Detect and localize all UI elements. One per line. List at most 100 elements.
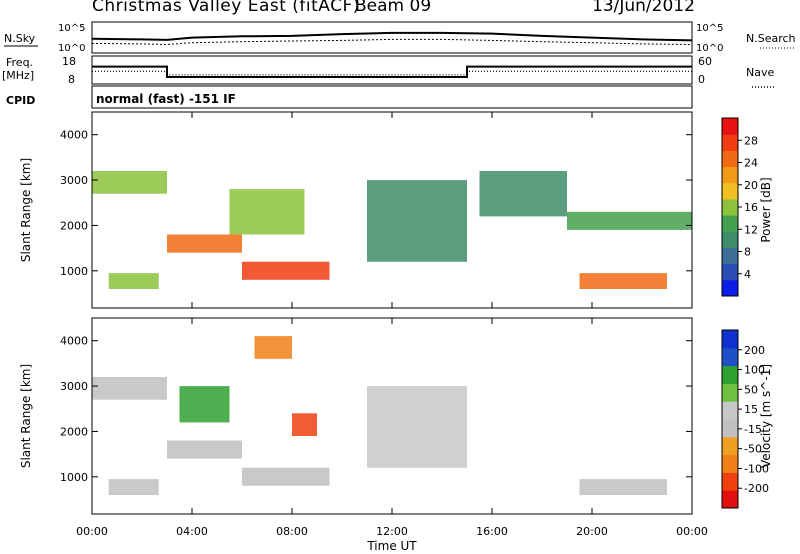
ytick-label-1-1: 3000 <box>60 380 88 393</box>
velocity-colorbar-swatch-0 <box>722 490 738 509</box>
trace-freq <box>92 65 692 78</box>
power-region-4 <box>242 261 330 280</box>
nsky-tick-bottom: 10^0 <box>58 43 85 54</box>
velocity-region-1 <box>108 479 159 495</box>
power-region-6 <box>479 171 567 217</box>
power-colorbar-swatch-4 <box>722 215 738 232</box>
velocity-colorbar-tick-label-7: -200 <box>744 482 769 495</box>
cpid-label: CPID <box>6 94 35 107</box>
nsearch-label: N.Search <box>746 32 796 45</box>
power-colorbar-swatch-3 <box>722 231 738 248</box>
power-colorbar-swatch-8 <box>722 150 738 168</box>
power-colorbar-swatch-1 <box>722 263 738 281</box>
freq-panel-frame <box>91 55 693 85</box>
power-colorbar-swatch-5 <box>722 198 738 216</box>
freq-tick-bottom: 8 <box>68 73 75 86</box>
velocity-region-8 <box>579 479 667 495</box>
power-region-3 <box>229 189 305 235</box>
ytick-label-0-2: 2000 <box>60 219 88 232</box>
axes: 4000 3000 2000 1000 4000 3000 2000 1000 00:00 04:… <box>60 112 708 538</box>
velocity-colorbar-swatch-6 <box>722 383 738 402</box>
velocity-region-5 <box>292 413 317 436</box>
ytick-label-1-3: 1000 <box>60 471 88 484</box>
trace-nave <box>92 70 692 76</box>
velocity-colorbar-tick-label-4: -15 <box>744 423 762 436</box>
x-axis-title: Time UT <box>366 539 417 553</box>
power-region-8 <box>579 273 667 289</box>
ytick-label-1-0: 4000 <box>60 335 88 348</box>
velocity-colorbar-tick-label-2: 50 <box>744 383 758 396</box>
ytick-label-0-0: 4000 <box>60 129 88 142</box>
cpid-panel-frame <box>91 85 693 109</box>
velocity-colorbar: 200 100 50 15 -15 -50 -100 -200 <box>721 329 769 509</box>
power-regions <box>92 171 692 289</box>
freq-traces <box>92 65 692 78</box>
nsearch-tick-top: 10^5 <box>696 23 723 34</box>
xtick-label-1: 04:00 <box>176 525 208 538</box>
xtick-label-5: 20:00 <box>576 525 608 538</box>
power-colorbar-tick-label-0: 28 <box>744 134 758 147</box>
velocity-colorbar-swatch-1 <box>722 472 738 491</box>
nsky-traces <box>91 31 693 46</box>
power-region-7 <box>567 211 692 230</box>
velocity-colorbar-tick-label-5: -50 <box>744 443 762 456</box>
xtick-label-6: 00:00 <box>676 525 708 538</box>
velocity-region-2 <box>179 386 230 423</box>
power-colorbar-tick-label-5: 8 <box>744 246 751 259</box>
xtick-label-2: 08:00 <box>276 525 308 538</box>
ytick-label-1-2: 2000 <box>60 425 88 438</box>
velocity-colorbar-title: Velocity [m s^-1] <box>759 364 773 468</box>
velocity-colorbar-tick-label-0: 200 <box>744 344 765 357</box>
velocity-regions <box>92 336 667 495</box>
velocity-colorbar-swatch-3 <box>722 436 738 456</box>
velocity-colorbar-swatch-8 <box>722 347 738 367</box>
power-region-0 <box>92 171 167 194</box>
trace-n-search <box>91 38 693 46</box>
power-colorbar-tick-label-6: 4 <box>744 268 751 281</box>
velocity-region-6 <box>242 467 330 486</box>
power-region-2 <box>167 234 242 253</box>
velocity-colorbar-swatch-2 <box>722 454 738 473</box>
power-colorbar-tick-label-4: 12 <box>744 223 758 236</box>
power-colorbar-tick-label-1: 24 <box>744 157 758 170</box>
xtick-label-3: 12:00 <box>376 525 408 538</box>
velocity-colorbar-swatch-7 <box>722 365 738 384</box>
velocity-colorbar-swatch-5 <box>722 401 738 420</box>
velocity-region-7 <box>367 386 467 468</box>
freq-unit-label: [MHz] <box>2 69 34 82</box>
velocity-colorbar-tick-label-6: -100 <box>744 462 769 475</box>
station-title: Christmas Valley East (fitACF) <box>92 0 360 16</box>
freq-tick-top: 18 <box>62 55 76 68</box>
velocity-colorbar-tick-label-3: 15 <box>744 403 758 416</box>
nsky-label: N.Sky <box>4 32 36 45</box>
power-region-5 <box>367 180 467 262</box>
power-colorbar-tick-label-2: 20 <box>744 179 758 192</box>
ytick-label-0-1: 3000 <box>60 174 88 187</box>
power-colorbar-swatch-9 <box>722 134 738 151</box>
power-colorbar: 28 24 20 16 12 8 4 <box>721 117 758 297</box>
velocity-colorbar-swatch-4 <box>722 419 738 438</box>
nave-tick-bottom: 0 <box>698 73 705 86</box>
nsky-tick-top: 10^5 <box>58 23 85 34</box>
trace-n-sky <box>91 31 693 42</box>
xtick-label-4: 16:00 <box>476 525 508 538</box>
power-colorbar-tick-label-3: 16 <box>744 201 758 214</box>
beam-label: Beam 09 <box>355 0 432 16</box>
cpid-value: normal (fast) -151 IF <box>96 92 236 106</box>
velocity-region-0 <box>92 377 167 400</box>
nsky-panel-frame <box>91 21 693 54</box>
power-region-1 <box>108 273 159 289</box>
nave-label: Nave <box>746 66 774 79</box>
ytick-label-0-3: 1000 <box>60 265 88 278</box>
velocity-region-3 <box>167 440 242 459</box>
power-colorbar-title: Power [dB] <box>759 177 773 242</box>
power-colorbar-swatch-10 <box>722 118 738 135</box>
power-colorbar-swatch-6 <box>722 182 738 200</box>
power-colorbar-swatch-7 <box>722 166 738 184</box>
nsearch-tick-bottom: 10^0 <box>696 43 723 54</box>
velocity-colorbar-swatch-9 <box>722 330 738 349</box>
velocity-y-axis-title: Slant Range [km] <box>19 364 33 468</box>
freq-label: Freq. <box>6 56 33 69</box>
xtick-label-0: 00:00 <box>76 525 108 538</box>
